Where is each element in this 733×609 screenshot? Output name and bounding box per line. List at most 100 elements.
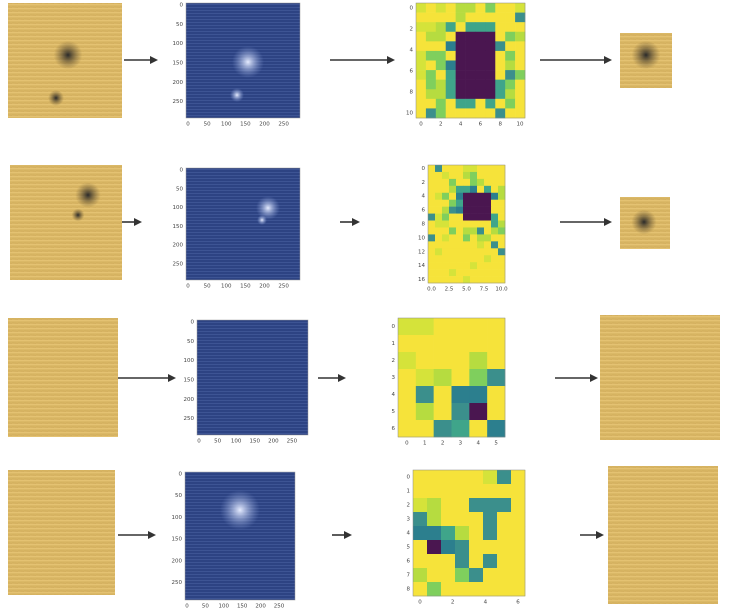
heatmap-cell bbox=[483, 470, 497, 484]
heatmap-cell bbox=[505, 32, 515, 42]
heatmap-cell bbox=[456, 262, 463, 269]
heatmap-cell bbox=[456, 227, 463, 234]
highlight bbox=[230, 88, 244, 102]
heatmap-cell bbox=[498, 207, 505, 214]
y-tick-label: 6 bbox=[392, 426, 396, 432]
heatmap-cell bbox=[477, 234, 484, 241]
heatmap-cell bbox=[436, 80, 446, 90]
x-tick-label: 100 bbox=[231, 439, 242, 445]
heatmap-cell bbox=[442, 207, 449, 214]
heatmap-cell bbox=[442, 248, 449, 255]
heatmap-cell bbox=[434, 403, 452, 420]
heatmap-cell bbox=[435, 200, 442, 207]
heatmap-cell bbox=[495, 13, 505, 23]
heatmap-cell bbox=[469, 386, 487, 403]
heatmap-cell bbox=[470, 207, 477, 214]
y-tick-label: 250 bbox=[172, 580, 183, 586]
heatmap-cell bbox=[485, 3, 495, 13]
heatmap-cell bbox=[484, 276, 491, 283]
y-tick-label: 0 bbox=[407, 475, 411, 481]
heatmap-cell bbox=[469, 568, 483, 582]
wood-image bbox=[10, 165, 122, 280]
heatmap-cell bbox=[426, 61, 436, 71]
heatmap-cell bbox=[456, 241, 463, 248]
heatmap-cell bbox=[428, 193, 435, 200]
heatmap-cell bbox=[477, 248, 484, 255]
heatmap-cell bbox=[487, 335, 505, 352]
heatmap-cell bbox=[436, 22, 446, 32]
heatmap-cell bbox=[497, 568, 511, 582]
heatmap-cell bbox=[455, 582, 469, 596]
heatmap-cell bbox=[495, 32, 505, 42]
x-tick-label: 0 bbox=[419, 122, 423, 128]
heatmap-cell bbox=[463, 255, 470, 262]
heatmap-cell bbox=[505, 22, 515, 32]
heatmap-cell bbox=[455, 554, 469, 568]
heatmap-cell bbox=[442, 227, 449, 234]
heatmap-cell bbox=[416, 3, 426, 13]
heatmap-cell bbox=[416, 70, 426, 80]
knot bbox=[632, 41, 661, 70]
heatmap-cell bbox=[487, 369, 505, 386]
heatmap-cell bbox=[452, 335, 470, 352]
x-tick-label: 200 bbox=[255, 604, 266, 609]
heatmap-cell bbox=[442, 262, 449, 269]
heatmap-cell bbox=[485, 99, 495, 109]
x-tick-label: 200 bbox=[259, 122, 270, 128]
heatmap-cell bbox=[484, 241, 491, 248]
heatmap-cell bbox=[434, 420, 452, 437]
heatmap-cell bbox=[487, 352, 505, 369]
x-tick-label: 50 bbox=[202, 604, 209, 609]
heatmap-cell bbox=[441, 568, 455, 582]
y-tick-label: 100 bbox=[173, 41, 184, 47]
y-tick-label: 2 bbox=[392, 358, 396, 364]
heatmap-cell bbox=[452, 352, 470, 369]
cropped-image bbox=[600, 315, 720, 440]
heatmap-cell bbox=[446, 99, 456, 109]
heatmap-cell bbox=[491, 186, 498, 193]
heatmap-cell bbox=[515, 99, 525, 109]
heatmap-cell bbox=[441, 498, 455, 512]
heatmap-cell bbox=[427, 554, 441, 568]
heatmap-cell bbox=[484, 207, 491, 214]
heatmap-cell bbox=[441, 526, 455, 540]
y-tick-label: 0 bbox=[179, 472, 183, 478]
heatmap-cell bbox=[463, 193, 470, 200]
heatmap-cell bbox=[470, 234, 477, 241]
y-tick-label: 200 bbox=[172, 558, 183, 564]
heatmap-cell bbox=[435, 179, 442, 186]
y-tick-label: 100 bbox=[172, 515, 183, 521]
heatmap-cell bbox=[475, 3, 485, 13]
heatmap-cell bbox=[477, 221, 484, 228]
heatmap-cell bbox=[505, 108, 515, 118]
heatmap-cell bbox=[456, 255, 463, 262]
heatmap-cell bbox=[449, 221, 456, 228]
heatmap-cell bbox=[498, 255, 505, 262]
x-tick-label: 5.0 bbox=[462, 287, 471, 293]
y-tick-label: 16 bbox=[418, 277, 425, 283]
heatmap-cell bbox=[511, 540, 525, 554]
y-tick-label: 0 bbox=[410, 5, 414, 11]
heatmap-cell bbox=[455, 498, 469, 512]
heatmap-cell bbox=[449, 214, 456, 221]
heatmap-cell bbox=[491, 248, 498, 255]
arrow-head bbox=[604, 56, 612, 64]
heatmap-cell bbox=[428, 165, 435, 172]
heatmap-cell bbox=[475, 61, 485, 71]
heatmap-cell bbox=[428, 276, 435, 283]
x-tick-label: 10 bbox=[517, 122, 524, 128]
heatmap-cell bbox=[426, 13, 436, 23]
heatmap-cell bbox=[477, 193, 484, 200]
heatmap-cell bbox=[456, 80, 466, 90]
heatmap-cell bbox=[426, 70, 436, 80]
heatmap-cell bbox=[426, 51, 436, 61]
heatmap-cell bbox=[484, 179, 491, 186]
heatmap-cell bbox=[466, 89, 476, 99]
heatmap-cell bbox=[470, 255, 477, 262]
heatmap-cell bbox=[497, 498, 511, 512]
heatmap-cell bbox=[483, 484, 497, 498]
arrow-head bbox=[148, 531, 156, 539]
heatmap-cell bbox=[470, 165, 477, 172]
heatmap-cell bbox=[456, 221, 463, 228]
heatmap-cell bbox=[477, 262, 484, 269]
